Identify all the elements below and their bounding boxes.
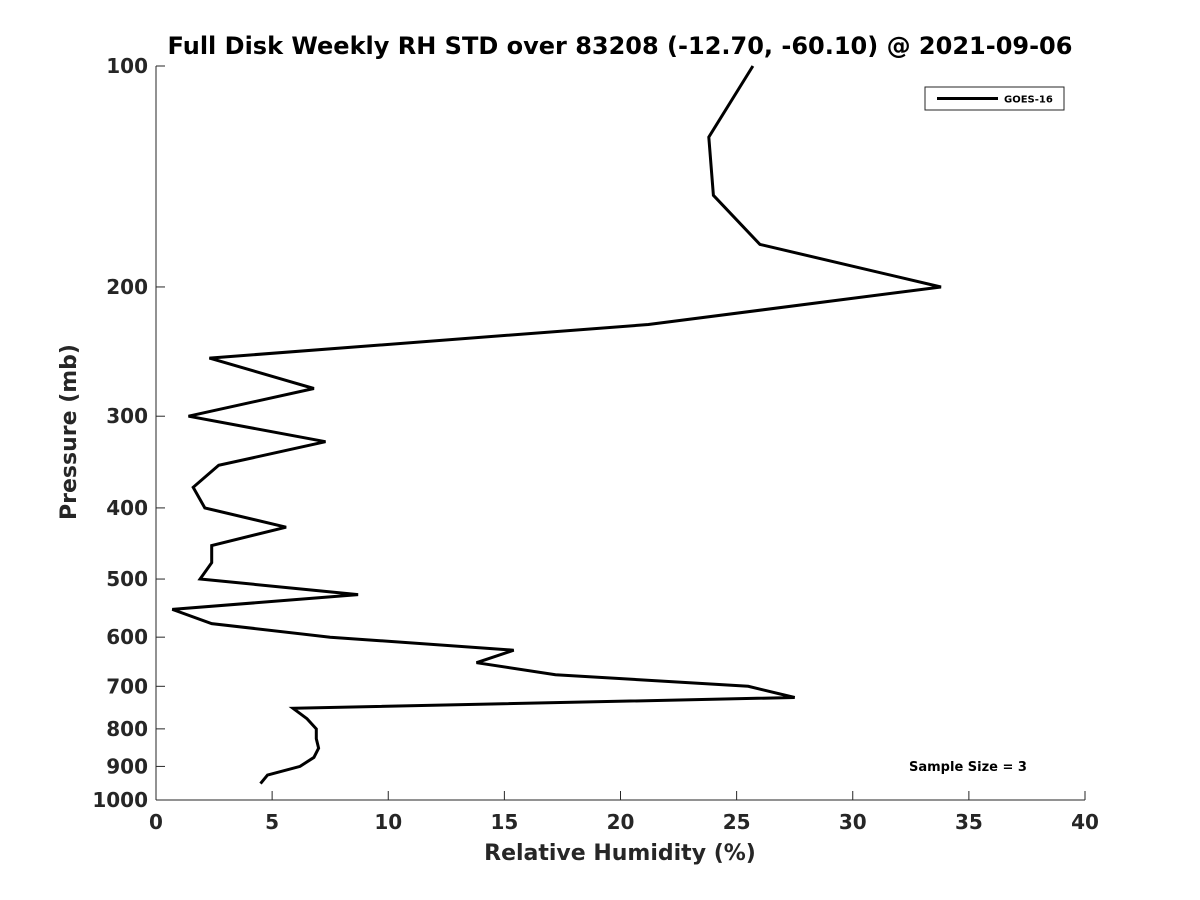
chart-title: Full Disk Weekly RH STD over 83208 (-12.…: [168, 32, 1073, 60]
x-axis-label: Relative Humidity (%): [484, 841, 756, 866]
x-tick-label: 15: [490, 810, 518, 834]
sample-size-annotation: Sample Size = 3: [909, 760, 1027, 775]
x-tick-label: 5: [265, 810, 279, 834]
y-axis-label: Pressure (mb): [57, 344, 82, 520]
y-tick-label: 200: [106, 275, 148, 299]
y-tick-label: 400: [106, 496, 148, 520]
x-tick-label: 20: [607, 810, 635, 834]
y-tick-label: 1000: [92, 788, 148, 812]
y-tick-label: 500: [106, 567, 148, 591]
x-tick-label: 30: [839, 810, 867, 834]
y-tick-label: 600: [106, 625, 148, 649]
y-tick-label: 100: [106, 54, 148, 78]
x-tick-label: 35: [955, 810, 983, 834]
legend: GOES-16: [924, 86, 1065, 111]
y-tick-label: 700: [106, 674, 148, 698]
x-tick-label: 25: [723, 810, 751, 834]
x-tick-label: 10: [374, 810, 402, 834]
y-tick-label: 900: [106, 754, 148, 778]
x-tick-label: 0: [149, 810, 163, 834]
x-tick-label: 40: [1071, 810, 1099, 834]
plot-area: 0 5 10 15 20 25 30 35 40 100 200 300 400 500 600 700 800…: [92, 54, 1099, 834]
series-line-goes-16: [171, 65, 942, 785]
y-tick-label: 800: [106, 717, 148, 741]
legend-label-goes-16: GOES-16: [1004, 95, 1053, 106]
y-tick-label: 300: [106, 404, 148, 428]
